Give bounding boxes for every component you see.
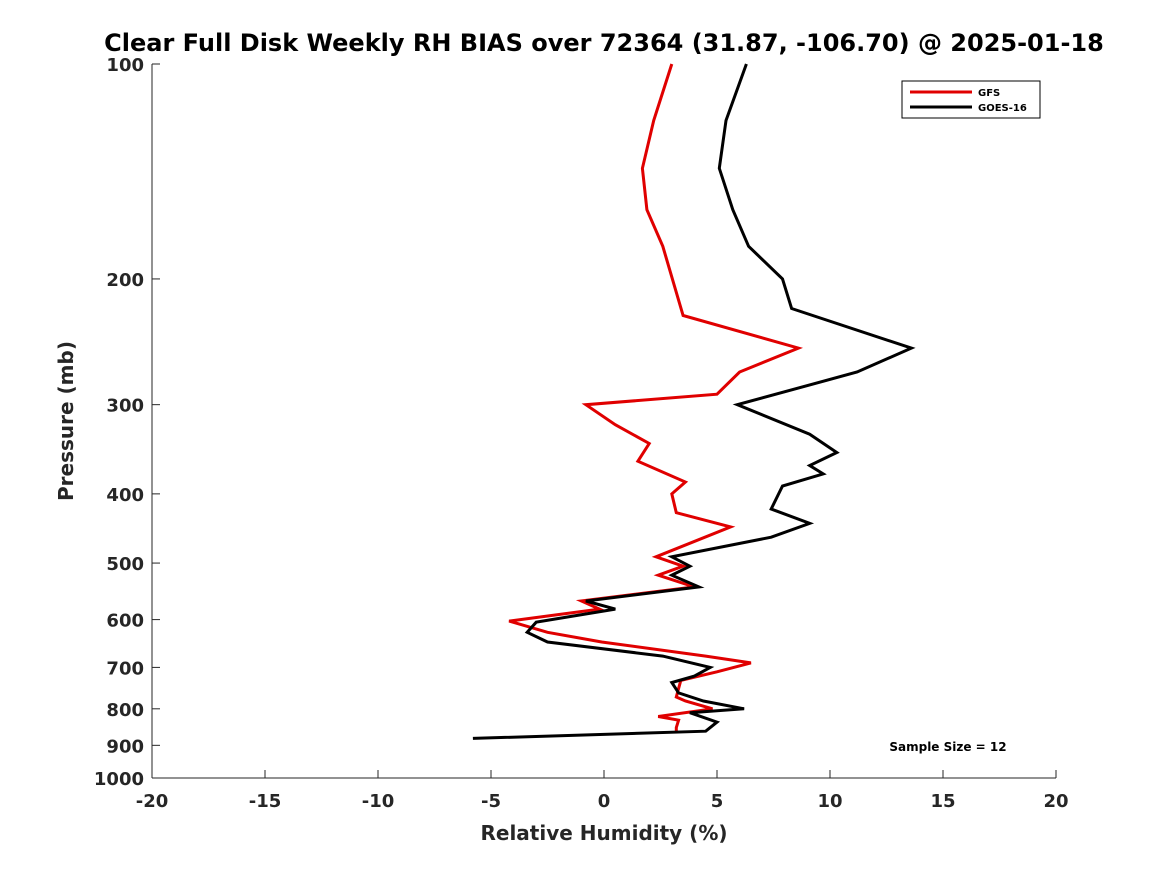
y-tick-label: 400 (106, 485, 144, 506)
sample-size-annotation: Sample Size = 12 (889, 740, 1006, 754)
x-axis-ticks: -20 -15 -10 -5 0 5 10 15 20 (136, 770, 1069, 812)
x-tick-label: 10 (817, 791, 842, 812)
x-tick-label: 5 (711, 791, 724, 812)
plot-area (152, 64, 1056, 778)
legend: GFS GOES-16 (901, 80, 1041, 119)
legend-label: GOES-16 (978, 103, 1027, 114)
y-tick-label: 300 (106, 396, 144, 417)
x-tick-label: 20 (1043, 791, 1068, 812)
x-tick-label: 15 (930, 791, 955, 812)
x-tick-label: -20 (136, 791, 169, 812)
y-tick-label: 200 (106, 270, 144, 291)
legend-box (901, 80, 1041, 119)
y-tick-label: 600 (106, 611, 144, 632)
series-line-gfs (508, 63, 804, 733)
y-axis-label: Pressure (mb) (54, 341, 78, 501)
x-tick-label: -10 (362, 791, 395, 812)
y-tick-label: 500 (106, 554, 144, 575)
x-tick-label: -15 (249, 791, 282, 812)
x-tick-label: 0 (598, 791, 611, 812)
y-tick-label: 900 (106, 736, 144, 757)
series-line-goes-16 (472, 63, 916, 740)
legend-label: GFS (978, 88, 1000, 99)
chart-title: Clear Full Disk Weekly RH BIAS over 7236… (104, 29, 1104, 57)
y-tick-label: 100 (106, 55, 144, 76)
x-tick-label: -5 (481, 791, 501, 812)
x-axis-label: Relative Humidity (%) (480, 821, 727, 845)
y-tick-label: 700 (106, 658, 144, 679)
y-axis-ticks: 100 200 300 400 500 600 700 800 900 1000 (94, 55, 160, 790)
y-tick-label: 800 (106, 700, 144, 721)
y-tick-label: 1000 (94, 769, 144, 790)
series-layer (472, 63, 916, 740)
